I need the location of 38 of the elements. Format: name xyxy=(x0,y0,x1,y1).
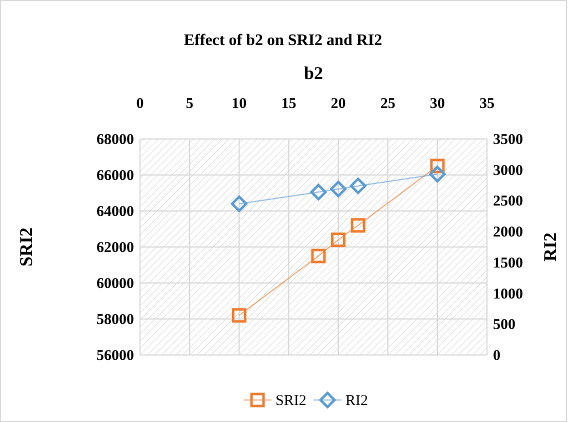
y2-tick-label: 3500 xyxy=(493,132,523,148)
y2-tick-label: 1000 xyxy=(493,286,523,302)
x-tick-label: 0 xyxy=(136,96,144,112)
y-axis-title: SRI2 xyxy=(16,227,36,267)
legend-label: SRI2 xyxy=(276,393,306,409)
x-axis-title: b2 xyxy=(304,63,324,83)
chart-title: Effect of b2 on SRI2 and RI2 xyxy=(184,32,382,49)
y-tick-label: 58000 xyxy=(96,312,134,328)
y-tick-label: 66000 xyxy=(96,168,134,184)
y-tick-label: 64000 xyxy=(96,204,134,220)
y-tick-label: 60000 xyxy=(96,276,134,292)
point xyxy=(350,178,366,194)
x-tick-label: 15 xyxy=(281,96,296,112)
legend-label: RI2 xyxy=(346,393,368,409)
x-tick-label: 35 xyxy=(480,96,494,112)
point xyxy=(330,180,347,198)
y2-tick-label: 1500 xyxy=(493,255,523,272)
y2-tick-label: 2500 xyxy=(493,194,523,210)
x-tick-label: 5 xyxy=(186,96,194,112)
y2-tick-label: 2000 xyxy=(493,224,523,241)
x-tick-label: 10 xyxy=(232,96,247,112)
point xyxy=(232,308,246,323)
x-tick-label: 20 xyxy=(330,96,346,112)
y2-tick-label: 3000 xyxy=(493,162,523,179)
point xyxy=(350,218,366,233)
y2-axis-title: RI2 xyxy=(540,232,560,262)
x-tick-label: 25 xyxy=(380,96,396,112)
y-tick-label: 56000 xyxy=(96,348,134,364)
y-tick-label: 62000 xyxy=(96,240,134,256)
point xyxy=(230,196,248,212)
point xyxy=(331,232,346,248)
x-tick-label: 30 xyxy=(430,96,445,112)
point xyxy=(310,184,327,200)
y2-tick-label: 500 xyxy=(493,317,516,334)
point xyxy=(429,166,446,182)
y-tick-label: 68000 xyxy=(96,132,134,148)
point xyxy=(311,248,326,264)
y2-tick-label: 0 xyxy=(493,348,500,364)
